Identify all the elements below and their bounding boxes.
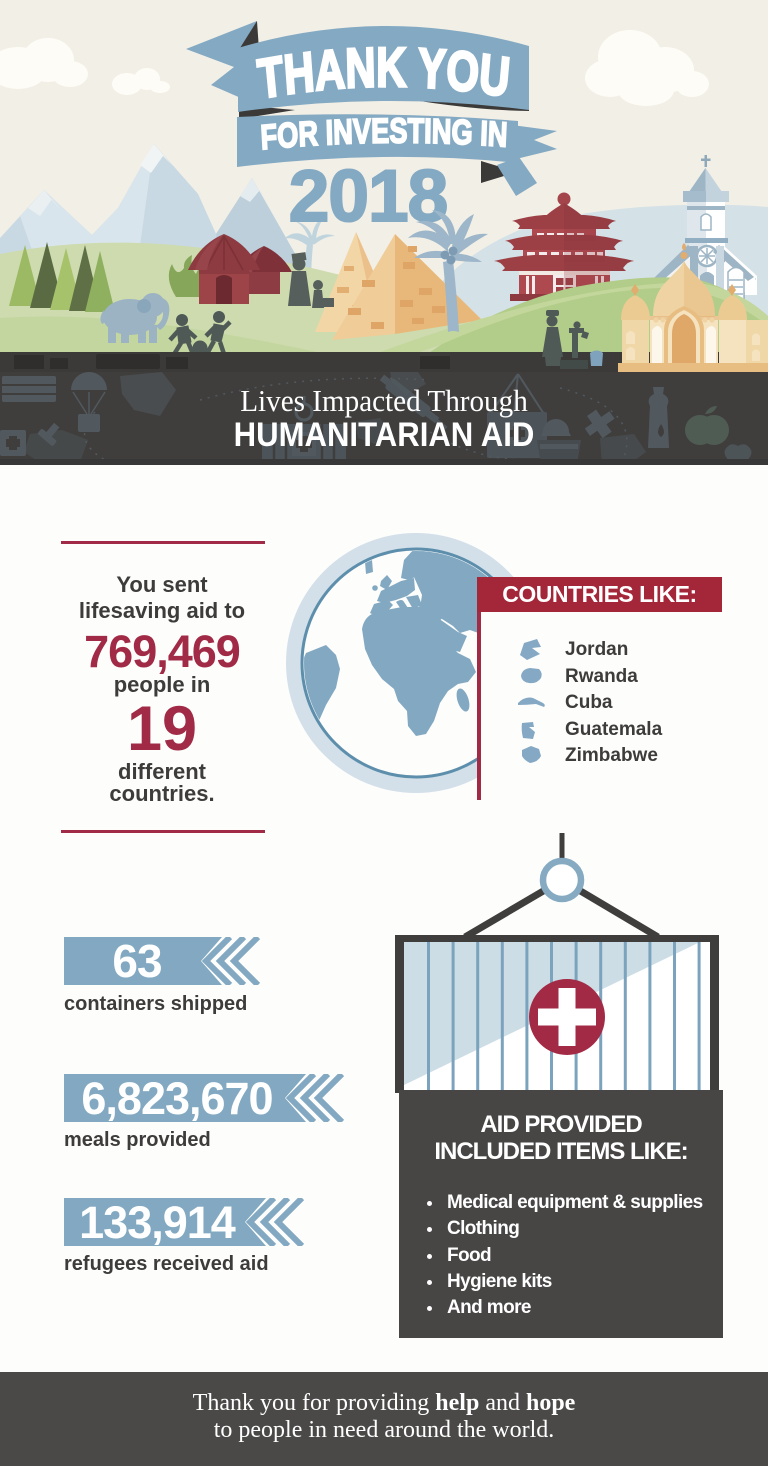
svg-text:133,914: 133,914 (79, 1198, 236, 1246)
svg-text:6,823,670: 6,823,670 (81, 1074, 272, 1122)
svg-text:63: 63 (112, 937, 161, 985)
svg-text:FOR INVESTING IN: FOR INVESTING IN (259, 111, 508, 157)
svg-text:2018: 2018 (289, 156, 447, 237)
svg-text:THANK YOU: THANK YOU (255, 37, 512, 111)
